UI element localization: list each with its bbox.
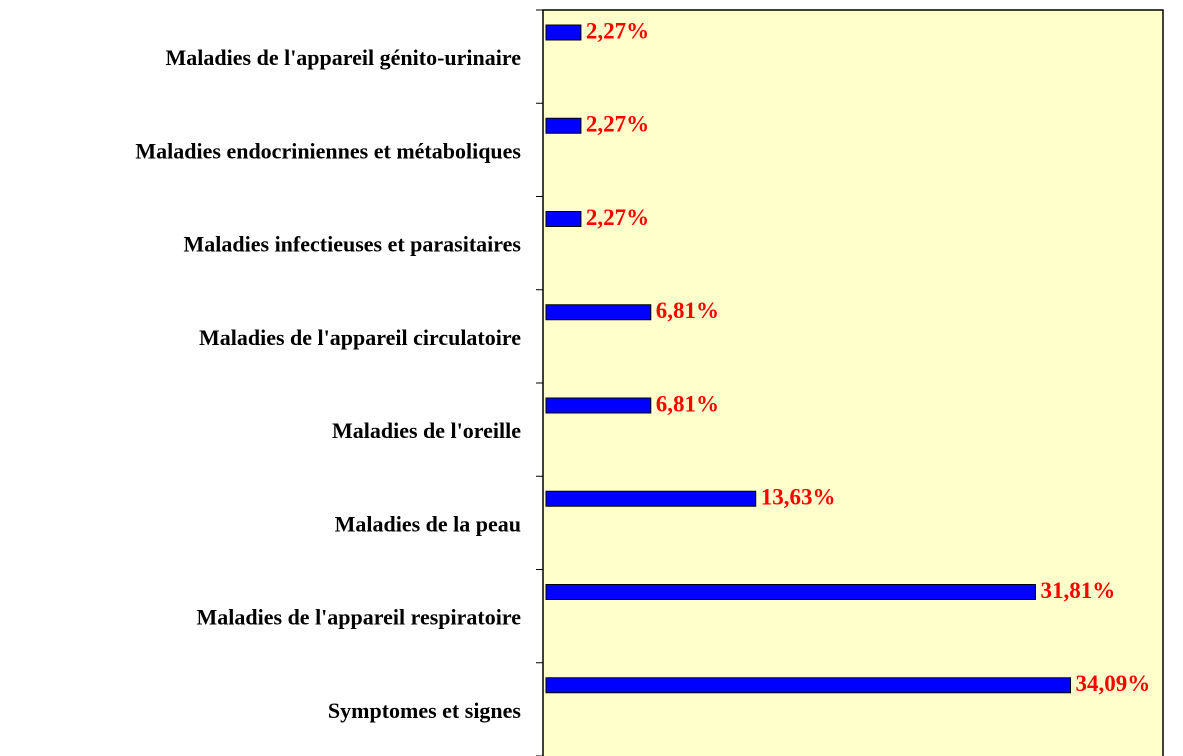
- category-label: Symptomes et signes: [328, 698, 522, 723]
- value-label: 2,27%: [586, 18, 649, 43]
- bar: [545, 397, 652, 414]
- value-label: 2,27%: [586, 205, 649, 230]
- value-label: 13,63%: [761, 485, 836, 510]
- category-label: Maladies de l'appareil génito-urinaire: [166, 45, 522, 70]
- bar: [545, 211, 582, 227]
- bar: [545, 677, 1072, 694]
- category-label: Maladies de l'oreille: [332, 418, 521, 443]
- bar: [545, 117, 582, 134]
- category-label: Maladies de l'appareil circulatoire: [199, 325, 521, 350]
- bar: [545, 24, 582, 41]
- value-label: 6,81%: [656, 298, 719, 323]
- category-label: Maladies de la peau: [335, 511, 521, 536]
- value-label: 2,27%: [586, 112, 649, 137]
- category-label: Maladies de l'appareil respiratoire: [197, 605, 522, 630]
- value-label: 34,09%: [1076, 671, 1151, 696]
- value-label: 31,81%: [1040, 578, 1115, 603]
- category-label: Maladies infectieuses et parasitaires: [184, 232, 522, 257]
- bar: [545, 304, 652, 321]
- plot-area: [542, 9, 1164, 756]
- category-label: Maladies endocriniennes et métaboliques: [135, 138, 521, 163]
- value-label: 6,81%: [656, 391, 719, 416]
- bar: [545, 584, 1036, 600]
- bar: [545, 490, 757, 507]
